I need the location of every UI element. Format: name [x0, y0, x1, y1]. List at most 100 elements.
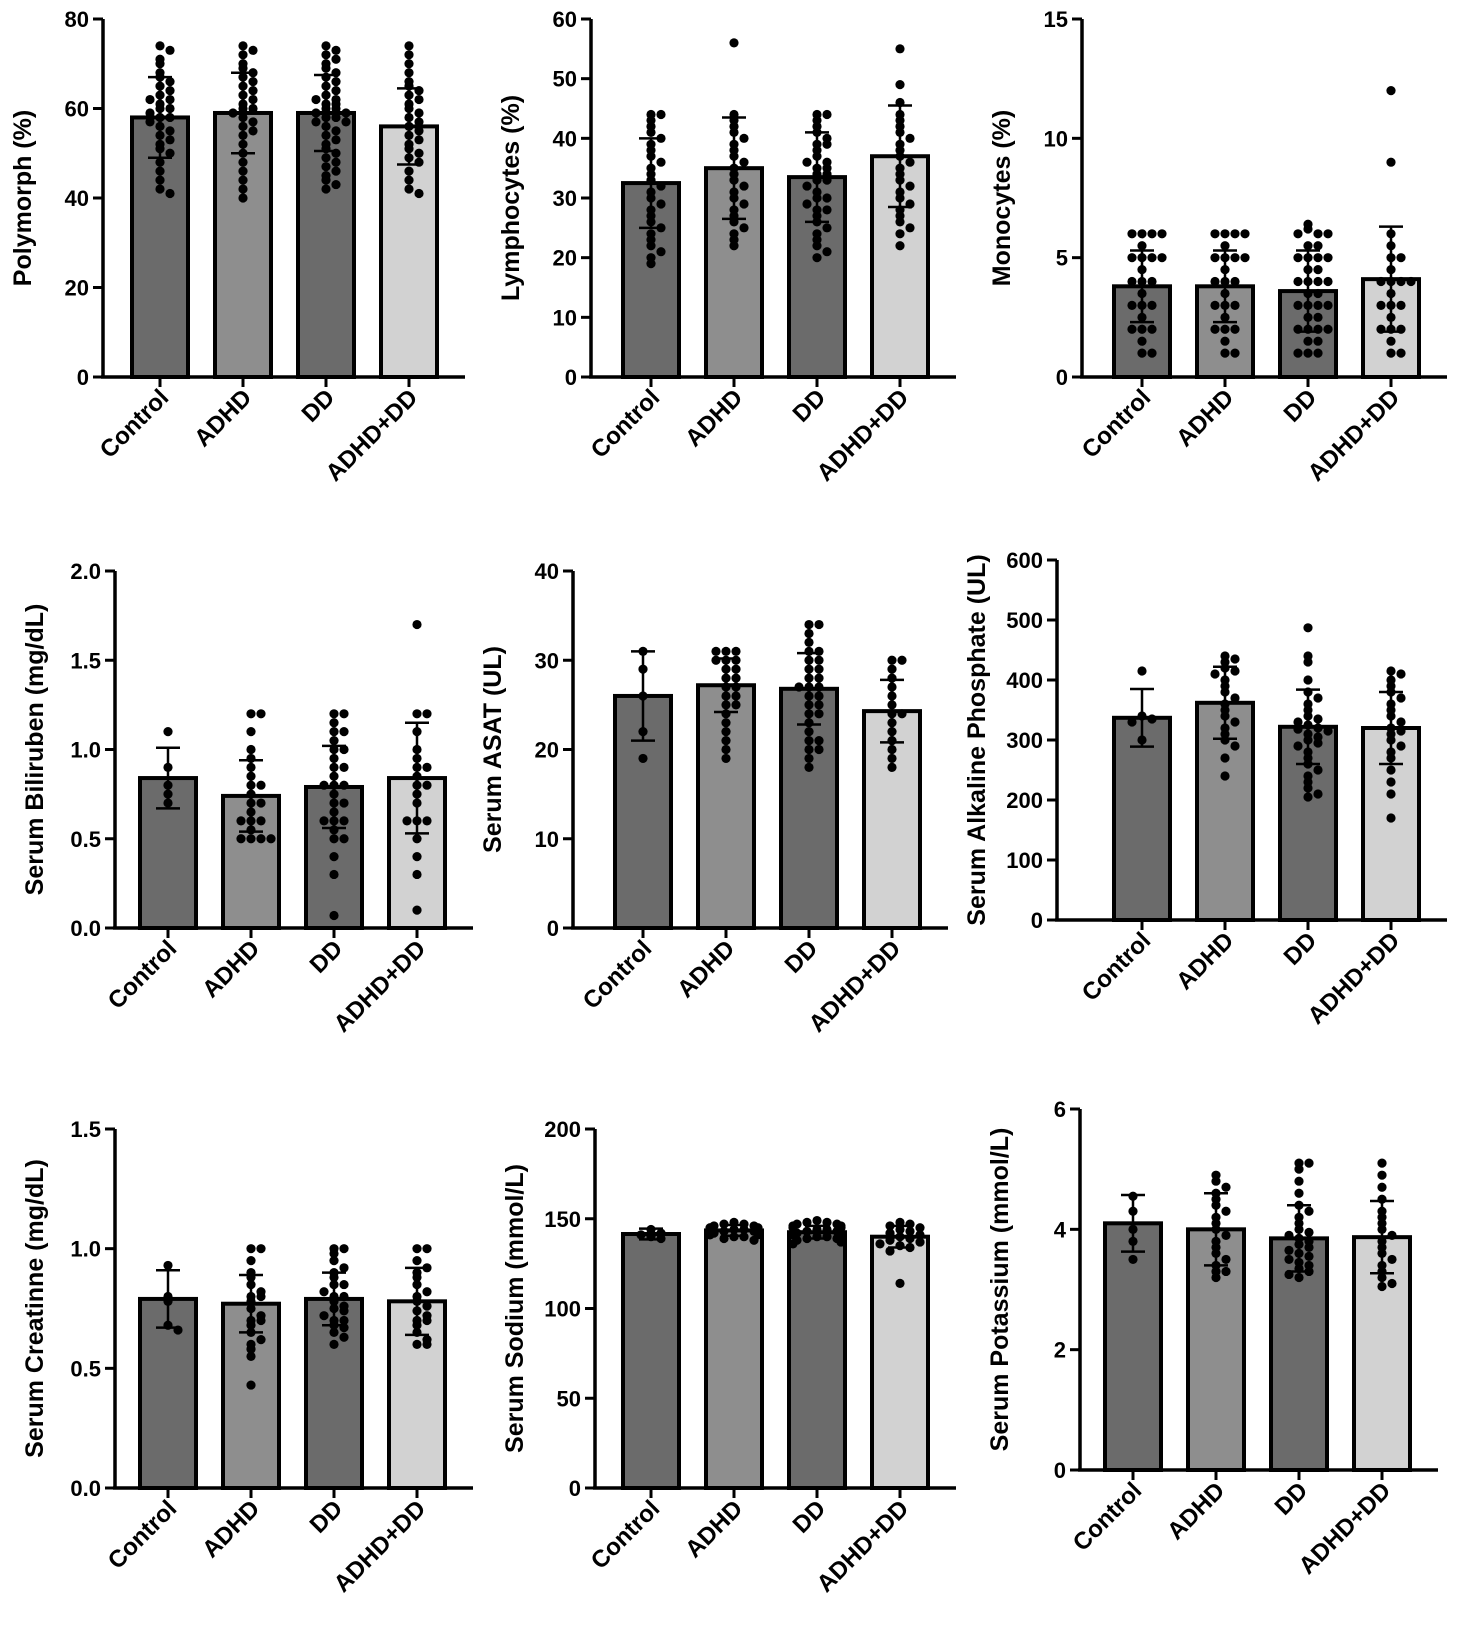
- data-point: [341, 108, 351, 118]
- data-point: [145, 108, 155, 118]
- data-point: [339, 1279, 349, 1290]
- bar-control: [138, 1296, 198, 1490]
- data-point: [412, 905, 422, 915]
- data-point: [339, 798, 349, 808]
- data-point: [1147, 324, 1157, 334]
- data-point: [731, 682, 741, 692]
- data-point: [1386, 765, 1396, 775]
- data-point: [721, 744, 731, 755]
- data-point: [822, 193, 832, 203]
- x-tick-label: DD: [297, 384, 341, 428]
- y-tick-label: 80: [65, 7, 89, 32]
- x-tick-label: DD: [1270, 1477, 1314, 1521]
- y-tick-label: 600: [1006, 548, 1043, 573]
- data-point: [319, 1311, 329, 1321]
- data-point: [814, 619, 824, 630]
- data-point: [414, 94, 424, 105]
- y-tick-label: 40: [553, 126, 577, 151]
- data-point: [331, 45, 341, 55]
- data-point: [905, 1226, 915, 1236]
- data-point: [1406, 276, 1416, 287]
- data-point: [802, 181, 812, 191]
- data-point: [414, 117, 424, 127]
- data-point: [822, 205, 832, 215]
- data-point: [1313, 229, 1323, 239]
- data-point: [1220, 336, 1230, 346]
- data-point: [1377, 1182, 1387, 1192]
- data-point: [1396, 717, 1406, 727]
- data-point: [822, 1224, 832, 1235]
- data-point: [331, 166, 341, 176]
- y-axis-title: Serum Creatinne (mg/dL): [21, 1159, 49, 1458]
- data-point: [731, 691, 741, 701]
- data-point: [155, 184, 165, 194]
- x-tick-label: Control: [103, 1495, 182, 1574]
- data-point: [1210, 324, 1220, 334]
- data-point: [887, 762, 897, 772]
- x-tick-label: DD: [788, 384, 832, 428]
- y-tick-label: 1.5: [70, 1117, 101, 1142]
- data-point: [339, 727, 349, 737]
- data-point: [1313, 288, 1323, 299]
- data-point: [329, 910, 339, 921]
- data-point: [1377, 1281, 1387, 1292]
- data-point: [1303, 657, 1313, 667]
- data-point: [329, 1248, 339, 1259]
- data-point: [1313, 738, 1323, 748]
- data-point: [329, 709, 339, 719]
- data-point: [1313, 693, 1323, 703]
- y-tick-label: 0: [565, 365, 577, 390]
- data-point: [887, 753, 897, 764]
- data-point: [331, 54, 341, 64]
- data-point: [802, 1217, 812, 1227]
- data-point: [804, 744, 814, 755]
- data-point: [165, 135, 175, 145]
- data-point: [729, 38, 739, 48]
- data-point: [329, 1339, 339, 1349]
- data-point: [1387, 1230, 1397, 1240]
- data-point: [412, 1244, 422, 1254]
- data-point: [1284, 1245, 1294, 1255]
- data-point: [1137, 336, 1147, 346]
- data-point: [331, 77, 341, 87]
- data-point: [339, 780, 349, 790]
- data-point: [256, 816, 266, 826]
- data-point: [1230, 300, 1240, 310]
- data-point: [1293, 253, 1303, 263]
- data-point: [145, 117, 155, 127]
- data-point: [329, 834, 339, 844]
- data-point: [339, 1315, 349, 1326]
- y-tick-label: 50: [557, 1386, 581, 1411]
- data-point: [895, 1217, 905, 1227]
- data-point: [256, 798, 266, 808]
- data-point: [905, 223, 915, 233]
- data-point: [163, 727, 173, 737]
- data-point: [814, 691, 824, 701]
- y-tick-label: 200: [544, 1117, 581, 1142]
- data-point: [1221, 1182, 1231, 1192]
- x-tick-label: Control: [1068, 1477, 1147, 1556]
- data-point: [1304, 1206, 1314, 1216]
- data-point: [1313, 348, 1323, 358]
- data-point: [256, 1244, 266, 1254]
- x-tick-label: Control: [103, 935, 182, 1014]
- y-axis-title: Serum Sodium (mmol/L): [501, 1164, 529, 1453]
- data-point: [656, 181, 666, 191]
- y-tick-label: 0.0: [70, 1476, 101, 1501]
- data-point: [1396, 253, 1406, 263]
- data-point: [329, 735, 339, 746]
- data-point: [1304, 1242, 1314, 1252]
- data-point: [638, 753, 648, 764]
- y-tick-label: 20: [553, 246, 577, 271]
- data-point: [321, 162, 331, 172]
- data-point: [1396, 669, 1406, 679]
- data-point: [404, 68, 414, 78]
- x-tick-label: Control: [95, 384, 174, 463]
- x-tick-label: ADHD: [680, 384, 748, 452]
- y-tick-label: 500: [1006, 608, 1043, 633]
- data-point: [1230, 348, 1240, 358]
- y-axis-title: Lymphocytes (%): [497, 95, 525, 301]
